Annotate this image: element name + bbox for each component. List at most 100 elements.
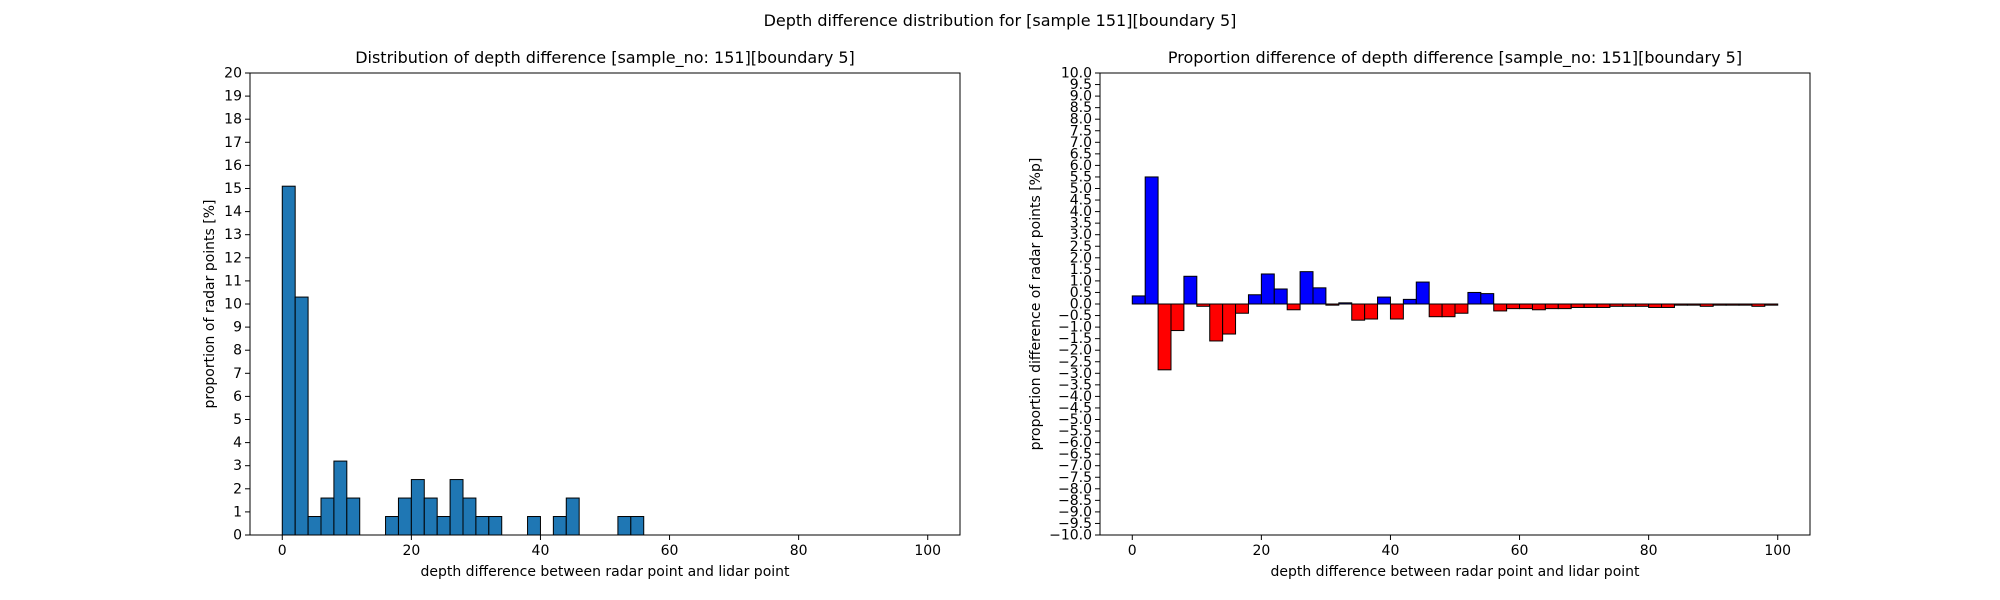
distribution-chart-title: Distribution of depth difference [sample… bbox=[355, 48, 855, 68]
proportion-difference-bar bbox=[1260, 273, 1275, 305]
proportion-difference-y-tick-label: 9.5 bbox=[1070, 77, 1092, 93]
distribution-bar bbox=[346, 497, 361, 536]
proportion-difference-y-tick-label: −6.0 bbox=[1058, 435, 1092, 451]
proportion-difference-bar bbox=[1415, 281, 1430, 305]
proportion-difference-y-tick-label: 5.5 bbox=[1070, 169, 1092, 185]
proportion-difference-bar bbox=[1325, 303, 1340, 306]
proportion-difference-bar bbox=[1712, 303, 1727, 306]
proportion-difference-y-tick-label: 7.0 bbox=[1070, 135, 1092, 151]
distribution-y-tick-label: 1 bbox=[233, 504, 242, 520]
proportion-difference-y-tick-label: 7.5 bbox=[1070, 123, 1092, 139]
proportion-difference-bar bbox=[1170, 303, 1185, 332]
proportion-difference-bar bbox=[1583, 303, 1598, 308]
proportion-difference-bar bbox=[1648, 303, 1663, 308]
proportion-difference-bar bbox=[1635, 303, 1650, 307]
proportion-difference-y-tick-label: −7.0 bbox=[1058, 458, 1092, 474]
proportion-difference-bar bbox=[1312, 287, 1327, 305]
proportion-difference-chart-title: Proportion difference of depth differenc… bbox=[1168, 48, 1742, 68]
proportion-difference-bar bbox=[1222, 303, 1237, 335]
proportion-difference-y-tick-label: 5.0 bbox=[1070, 181, 1092, 197]
distribution-bar bbox=[552, 516, 567, 536]
distribution-y-tick-label: 18 bbox=[224, 112, 242, 128]
proportion-difference-y-tick-label: −0.5 bbox=[1058, 308, 1092, 324]
proportion-difference-bar bbox=[1699, 303, 1714, 307]
distribution-bar bbox=[527, 516, 541, 536]
proportion-difference-y-tick-label: 4.0 bbox=[1070, 204, 1092, 220]
proportion-difference-y-tick-label: −5.5 bbox=[1058, 424, 1092, 440]
proportion-difference-y-tick-label: −6.5 bbox=[1058, 447, 1092, 463]
proportion-difference-bar bbox=[1131, 295, 1146, 305]
proportion-difference-x-tick-label: 40 bbox=[1382, 543, 1400, 559]
proportion-difference-y-tick-label: 8.5 bbox=[1070, 100, 1092, 116]
proportion-difference-bar bbox=[1596, 303, 1611, 308]
distribution-bar bbox=[333, 460, 348, 536]
distribution-x-tick-label: 0 bbox=[278, 543, 287, 559]
distribution-y-tick-label: 3 bbox=[233, 458, 242, 474]
proportion-difference-x-tick-label: 80 bbox=[1640, 543, 1658, 559]
distribution-x-tick-label: 20 bbox=[402, 543, 420, 559]
distribution-bar bbox=[423, 497, 438, 536]
proportion-difference-y-tick-label: 10.0 bbox=[1061, 66, 1092, 82]
proportion-difference-x-tick-label: 20 bbox=[1252, 543, 1270, 559]
proportion-difference-bar bbox=[1506, 303, 1521, 310]
proportion-difference-bar bbox=[1286, 303, 1301, 311]
distribution-bar bbox=[385, 516, 399, 536]
distribution-x-label: depth difference between radar point and… bbox=[420, 564, 790, 580]
distribution-y-tick-label: 11 bbox=[224, 273, 242, 289]
proportion-difference-x-tick-label: 0 bbox=[1128, 543, 1137, 559]
distribution-bar bbox=[320, 497, 335, 536]
proportion-difference-bar bbox=[1673, 303, 1688, 306]
distribution-bar bbox=[294, 296, 309, 536]
proportion-difference-y-tick-label: 4.5 bbox=[1070, 193, 1092, 209]
proportion-difference-bar bbox=[1389, 303, 1404, 320]
proportion-difference-bar bbox=[1686, 303, 1701, 306]
proportion-difference-y-label: proportion difference of radar points [%… bbox=[1028, 158, 1044, 451]
distribution-bar bbox=[307, 516, 322, 536]
proportion-difference-y-tick-label: −4.5 bbox=[1058, 400, 1092, 416]
distribution-y-tick-label: 15 bbox=[224, 181, 242, 197]
proportion-difference-y-tick-label: 1.0 bbox=[1070, 273, 1092, 289]
proportion-difference-bar bbox=[1622, 303, 1637, 307]
proportion-difference-x-axis: 0 20 40 60 80 100 bbox=[1128, 535, 1791, 559]
proportion-difference-y-tick-label: −2.5 bbox=[1058, 354, 1092, 370]
distribution-x-tick-label: 60 bbox=[661, 543, 679, 559]
distribution-bar bbox=[462, 497, 477, 536]
proportion-difference-bar bbox=[1183, 275, 1198, 305]
proportion-difference-bar bbox=[1157, 303, 1172, 371]
distribution-x-tick-label: 40 bbox=[532, 543, 550, 559]
proportion-difference-bar bbox=[1738, 303, 1753, 306]
proportion-difference-bar bbox=[1519, 303, 1533, 310]
proportion-difference-y-tick-label: 2.5 bbox=[1070, 239, 1092, 255]
proportion-difference-bar bbox=[1377, 296, 1391, 305]
figure-suptitle: Depth difference distribution for [sampl… bbox=[764, 11, 1237, 30]
proportion-difference-x-label: depth difference between radar point and… bbox=[1270, 564, 1640, 580]
proportion-difference-y-tick-label: 6.5 bbox=[1070, 146, 1092, 162]
distribution-y-tick-label: 13 bbox=[224, 227, 242, 243]
proportion-difference-y-tick-label: −8.5 bbox=[1058, 493, 1092, 509]
proportion-difference-bar bbox=[1751, 303, 1766, 307]
distribution-y-tick-label: 12 bbox=[224, 250, 242, 266]
proportion-difference-bar bbox=[1480, 293, 1495, 305]
proportion-difference-bar bbox=[1544, 303, 1559, 310]
distribution-bar bbox=[397, 497, 412, 536]
proportion-difference-bar bbox=[1493, 303, 1508, 312]
distribution-bar bbox=[281, 185, 296, 536]
proportion-difference-bar bbox=[1247, 294, 1262, 305]
proportion-difference-bar bbox=[1764, 303, 1779, 306]
proportion-difference-y-tick-label: −2.0 bbox=[1058, 343, 1092, 359]
distribution-y-tick-label: 8 bbox=[233, 343, 242, 359]
distribution-y-tick-label: 20 bbox=[224, 66, 242, 82]
proportion-difference-bar bbox=[1338, 302, 1353, 305]
proportion-difference-y-tick-label: −5.0 bbox=[1058, 412, 1092, 428]
proportion-difference-bar bbox=[1531, 303, 1546, 311]
distribution-bar bbox=[410, 479, 425, 536]
proportion-difference-bar bbox=[1351, 303, 1366, 321]
distribution-y-label: proportion of radar points [%] bbox=[202, 199, 218, 408]
distribution-bar bbox=[488, 516, 503, 536]
proportion-difference-y-tick-label: 8.0 bbox=[1070, 112, 1092, 128]
proportion-difference-y-tick-label: −1.0 bbox=[1058, 320, 1092, 336]
distribution-y-tick-label: 2 bbox=[233, 481, 242, 497]
distribution-y-tick-label: 5 bbox=[233, 412, 242, 428]
proportion-difference-y-tick-label: −10.0 bbox=[1049, 528, 1092, 544]
proportion-difference-bar bbox=[1402, 298, 1417, 305]
